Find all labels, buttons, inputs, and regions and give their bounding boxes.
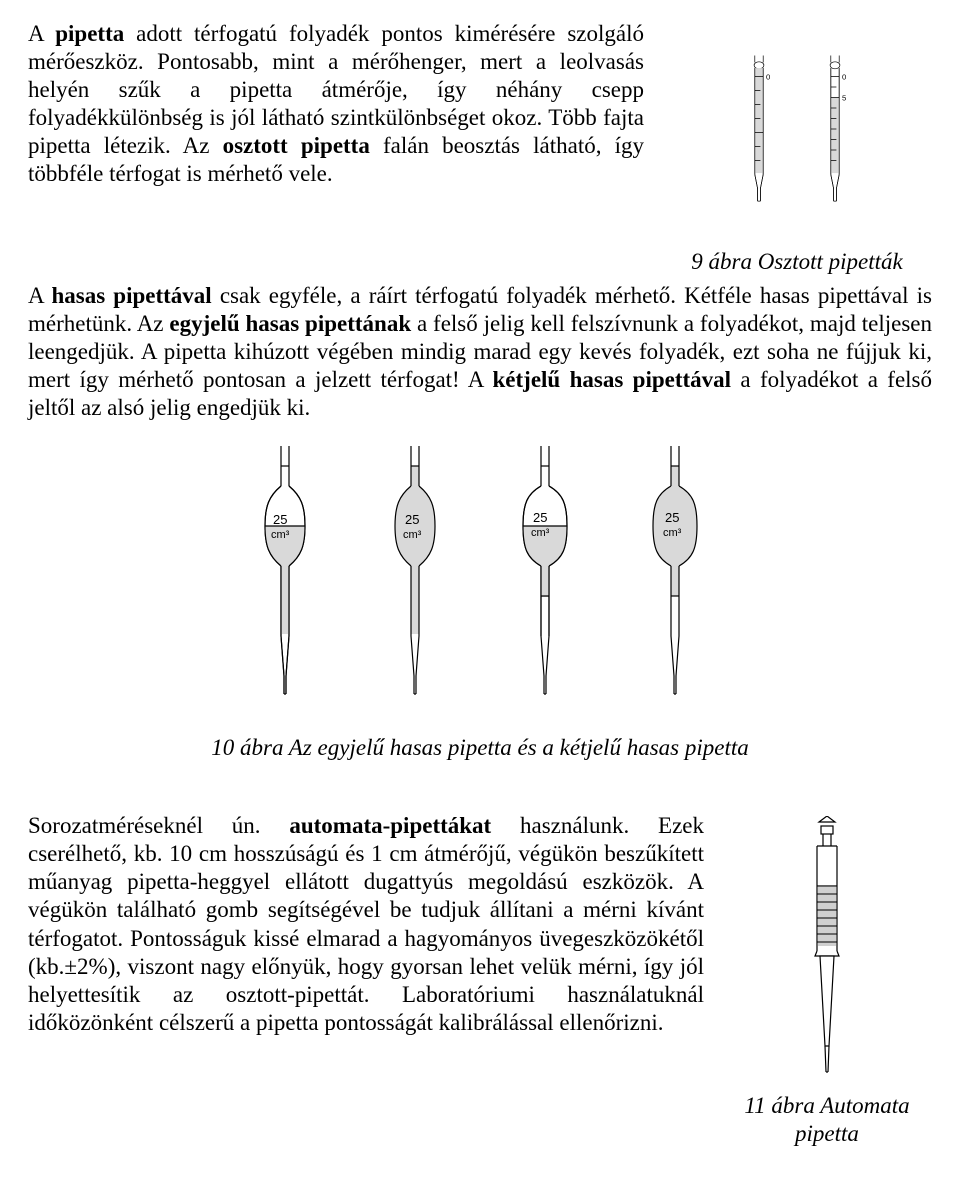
term-hasas-pipettaval: hasas pipettával xyxy=(51,283,211,308)
mark-5: 5 xyxy=(842,93,846,102)
mark-0: 0 xyxy=(766,72,770,81)
bulb-pipette-icon: 25 cm³ xyxy=(255,446,315,696)
graduated-pipette-icon: 0 xyxy=(745,24,773,234)
paragraph-1: A pipetta adott térfogatú folyadék ponto… xyxy=(28,20,644,276)
figure-10-drawing: 25 cm³ 25 cm³ 25 cm³ xyxy=(28,446,932,706)
term-osztott-pipetta: osztott pipetta xyxy=(223,133,370,158)
text: használunk. Ezek cserélhető, kb. 10 cm h… xyxy=(28,813,704,1034)
bulb-pipette-two-mark-icon: 25 cm³ xyxy=(645,446,705,696)
bulb-pipette-two-mark-icon: 25 cm³ xyxy=(515,446,575,696)
row-1: A pipetta adott térfogatú folyadék ponto… xyxy=(28,20,932,276)
figure-11: 11 ábra Automata pipetta xyxy=(722,812,932,1148)
label-vol: 25 xyxy=(533,510,547,525)
label-vol: 25 xyxy=(405,512,419,527)
figure-9-drawing: 0 0 5 xyxy=(662,20,932,244)
label-vol: 25 xyxy=(273,512,287,527)
label-unit: cm³ xyxy=(531,527,550,539)
mark-0: 0 xyxy=(842,72,846,81)
caption-line-1: 11 ábra Automata xyxy=(744,1093,909,1118)
label-unit: cm³ xyxy=(403,529,422,541)
label-vol: 25 xyxy=(665,510,679,525)
graduated-pipette-icon: 0 5 xyxy=(821,24,849,234)
label-unit: cm³ xyxy=(271,529,290,541)
figure-10-caption: 10 ábra Az egyjelű hasas pipetta és a ké… xyxy=(28,734,932,762)
text: Sorozatméréseknél ún. xyxy=(28,813,289,838)
paragraph-3: Sorozatméréseknél ún. automata-pipettáka… xyxy=(28,812,704,1148)
term-ketjelu-hasas: kétjelű hasas pipettával xyxy=(493,367,732,392)
caption-line-2: pipetta xyxy=(795,1121,859,1146)
row-3: Sorozatméréseknél ún. automata-pipettáka… xyxy=(28,812,932,1148)
bulb-pipette-icon: 25 cm³ xyxy=(385,446,445,696)
figure-11-caption: 11 ábra Automata pipetta xyxy=(722,1092,932,1148)
text: A xyxy=(28,283,51,308)
term-pipetta: pipetta xyxy=(55,21,124,46)
figure-9-caption: 9 ábra Osztott pipetták xyxy=(662,248,932,276)
automatic-pipette-icon xyxy=(787,816,867,1076)
paragraph-1b: A hasas pipettával csak egyféle, a ráírt… xyxy=(28,282,932,422)
term-automata-pipettakat: automata-pipettákat xyxy=(289,813,491,838)
text: A xyxy=(28,21,55,46)
figure-9: 0 0 5 9 ábra Osztott pipetták xyxy=(662,20,932,276)
caption-rest: ábra Osztott pipetták xyxy=(703,249,903,274)
label-unit: cm³ xyxy=(663,527,682,539)
term-egyjelu-hasas: egyjelű hasas pipettának xyxy=(169,311,411,336)
figure-11-drawing xyxy=(722,812,932,1086)
caption-number: 9 xyxy=(691,249,703,274)
